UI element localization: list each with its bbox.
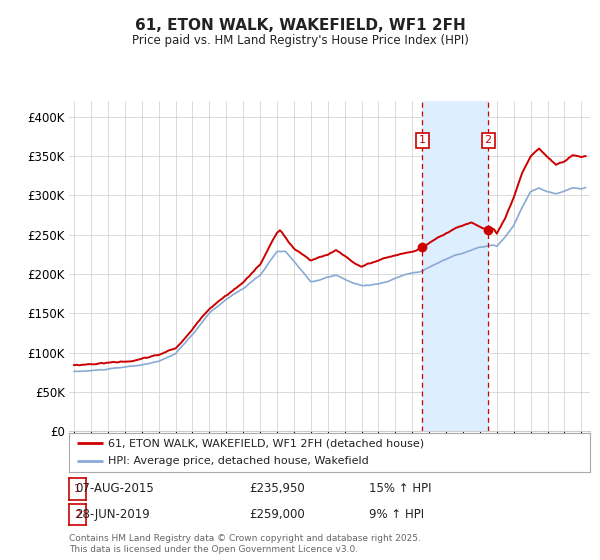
Text: 07-AUG-2015: 07-AUG-2015 <box>75 482 154 495</box>
Text: HPI: Average price, detached house, Wakefield: HPI: Average price, detached house, Wake… <box>108 456 369 466</box>
Text: 1: 1 <box>74 484 81 494</box>
Text: £235,950: £235,950 <box>249 482 305 495</box>
Text: 2: 2 <box>485 136 492 146</box>
Text: 2: 2 <box>74 510 81 520</box>
Text: 61, ETON WALK, WAKEFIELD, WF1 2FH: 61, ETON WALK, WAKEFIELD, WF1 2FH <box>134 18 466 33</box>
Text: 1: 1 <box>419 136 426 146</box>
Text: 61, ETON WALK, WAKEFIELD, WF1 2FH (detached house): 61, ETON WALK, WAKEFIELD, WF1 2FH (detac… <box>108 438 424 449</box>
Text: Price paid vs. HM Land Registry's House Price Index (HPI): Price paid vs. HM Land Registry's House … <box>131 34 469 46</box>
Text: £259,000: £259,000 <box>249 507 305 521</box>
Text: 28-JUN-2019: 28-JUN-2019 <box>75 507 150 521</box>
Bar <box>422 101 488 431</box>
Text: 15% ↑ HPI: 15% ↑ HPI <box>369 482 431 495</box>
Text: Contains HM Land Registry data © Crown copyright and database right 2025.
This d: Contains HM Land Registry data © Crown c… <box>69 534 421 554</box>
Text: 9% ↑ HPI: 9% ↑ HPI <box>369 507 424 521</box>
